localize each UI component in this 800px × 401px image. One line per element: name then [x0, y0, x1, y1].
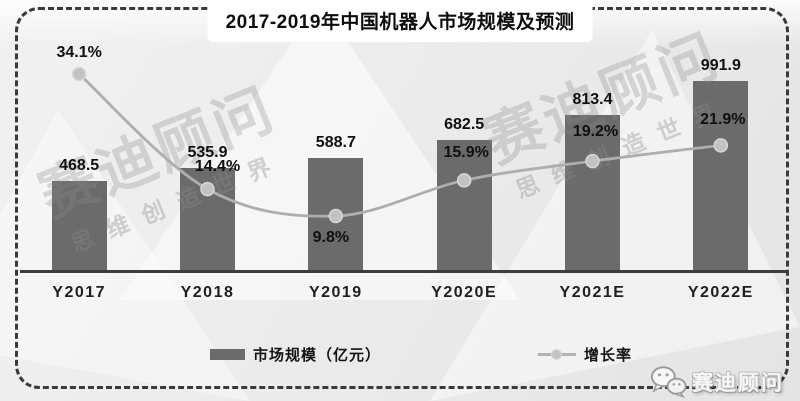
bar-Y2019 — [308, 158, 364, 271]
x-axis-label-Y2022E: Y2022E — [687, 284, 754, 301]
bar-value-label-Y2019: 588.7 — [315, 134, 356, 152]
x-axis-label-Y2018: Y2018 — [180, 284, 235, 301]
bar-value-label-Y2021E: 813.4 — [572, 91, 613, 109]
x-axis-label-Y2017: Y2017 — [52, 284, 107, 301]
x-axis-line — [20, 270, 789, 273]
bar-series-label: 市场规模（亿元） — [253, 347, 382, 364]
growth-rate-label-Y2019: 9.8% — [312, 229, 350, 247]
bar-value-label-Y2022E: 991.9 — [700, 56, 741, 74]
line-series-swatch — [538, 349, 576, 360]
bar-value-label-Y2017: 468.5 — [59, 157, 100, 175]
x-axis-label-Y2020E: Y2020E — [431, 284, 498, 301]
legend-item-market-size: 市场规模（亿元） — [210, 344, 381, 365]
bar-Y2017 — [51, 181, 107, 271]
growth-rate-label-Y2022E: 21.9% — [700, 111, 746, 129]
chart-title: 2017-2019年中国机器人市场规模及预测 — [225, 12, 575, 33]
logo-brand-text: 赛迪顾问 — [692, 371, 784, 395]
growth-rate-label-Y2018: 14.4% — [194, 158, 241, 176]
chart-title-box: 2017-2019年中国机器人市场规模及预测 — [207, 0, 593, 42]
wechat-chat-bubbles-icon — [650, 366, 687, 398]
line-series-label: 增长率 — [584, 347, 633, 364]
x-axis-label-Y2021E: Y2021E — [559, 284, 626, 301]
growth-rate-marker-Y2017 — [71, 66, 87, 82]
growth-rate-label-Y2017: 34.1% — [56, 44, 102, 62]
legend-item-growth-rate: 增长率 — [538, 344, 632, 365]
bar-series-swatch — [210, 349, 245, 360]
growth-rate-label-Y2021E: 19.2% — [572, 123, 619, 141]
growth-rate-label-Y2020E: 15.9% — [443, 144, 489, 162]
line-series-marker-dot — [551, 349, 562, 360]
bar-Y2018 — [180, 168, 235, 271]
bar-value-label-Y2020E: 682.5 — [444, 116, 485, 134]
x-axis-label-Y2019: Y2019 — [308, 284, 363, 301]
bar-Y2022E — [693, 80, 749, 271]
caidi-consulting-logo: 赛迪顾问 — [650, 365, 784, 398]
